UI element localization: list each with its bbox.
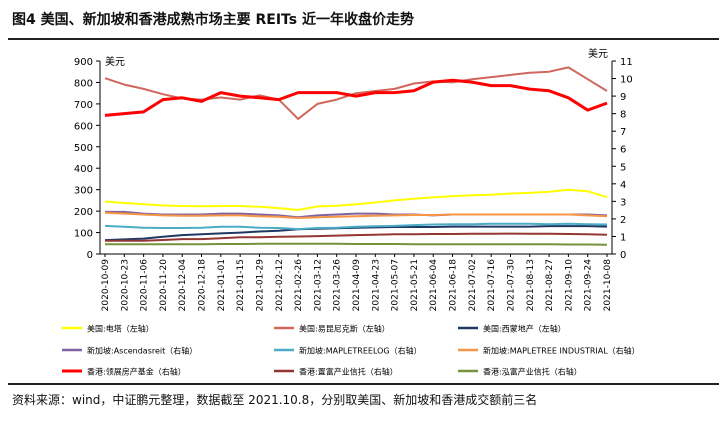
right-axis-tick-label: 10: [620, 75, 633, 86]
right-axis-unit: 美元: [588, 47, 608, 60]
bottom-rule: [8, 383, 719, 385]
right-axis-tick-label: 0: [620, 250, 626, 261]
x-axis-tick-label: 2021-10-08: [603, 259, 613, 312]
top-rule: [8, 38, 719, 40]
x-axis-tick-label: 2020-11-06: [140, 259, 150, 312]
legend-label: 新加坡:Ascendasreit（右轴）: [87, 346, 197, 356]
figure-title: 图4 美国、新加坡和香港成熟市场主要 REITs 近一年收盘价走势: [12, 12, 414, 28]
legend-label: 新加坡:MAPLETREELOG（右轴）: [299, 346, 422, 356]
left-axis-tick-label: 400: [74, 164, 93, 175]
right-axis-tick-label: 4: [620, 180, 626, 191]
reits-price-chart: 0 100 200 300 400 500 600 700 800 900 0 1 2 3 4 5 6 7 8 9 10…: [62, 47, 640, 377]
series-line: [105, 232, 608, 242]
left-axis-tick-label: 700: [74, 100, 93, 111]
left-axis-tick-label: 900: [74, 57, 93, 68]
legend-label: 新加坡:MAPLETREE INDUSTRIAL（右轴）: [483, 346, 640, 356]
x-axis-tick-label: 2020-11-20: [159, 259, 169, 312]
x-axis-tick-label: 2021-09-10: [564, 259, 574, 312]
x-axis-tick-label: 2021-05-21: [410, 259, 420, 311]
right-axis-tick-label: 11: [620, 57, 633, 68]
x-axis-tick-label: 2021-07-02: [468, 259, 478, 311]
x-axis-tick-label: 2021-06-18: [449, 259, 459, 312]
legend-label: 美国:电塔（左轴）: [87, 324, 154, 334]
series-line: [105, 242, 608, 246]
left-axis-tick-label: 600: [74, 121, 93, 132]
x-axis-tick-label: 2020-12-04: [178, 259, 188, 312]
series-line: [104, 211, 608, 219]
left-axis-tick-label: 0: [87, 250, 93, 261]
x-axis-tick-label: 2020-12-18: [198, 259, 208, 312]
source-note: 资料来源：wind，中证鹏元整理，数据截至 2021.10.8，分别取美国、新加…: [12, 393, 538, 407]
left-axis-tick-label: 200: [74, 207, 93, 218]
x-axis-tick-label: 2021-01-29: [255, 259, 265, 312]
legend-label: 美国:西蒙地产（左轴）: [483, 324, 566, 334]
right-axis-tick-label: 5: [620, 162, 626, 173]
chart-legend: 美国:电塔（左轴） 美国:易昆尼克斯（左轴） 美国:西蒙地产（左轴） 新加坡:Asce…: [62, 324, 640, 377]
x-axis-tick-label: 2021-08-27: [545, 259, 555, 311]
legend-label: 香港:置富产业信托（右轴）: [299, 367, 398, 377]
series-line: [104, 222, 608, 231]
right-axis-tick-label: 2: [620, 215, 626, 226]
x-axis-labels: 2020-10-09 2020-10-23 2020-11-06 2020-11-20…: [101, 254, 613, 311]
x-axis-tick-label: 2021-07-30: [506, 259, 516, 312]
left-axis-tick-label: 800: [74, 78, 93, 89]
left-axis-tick-label: 100: [74, 229, 93, 240]
right-axis-tick-label: 8: [620, 110, 626, 121]
right-axis-tick-label: 3: [620, 197, 626, 208]
x-axis-tick-label: 2021-02-26: [294, 259, 304, 312]
series-lines: [104, 66, 608, 246]
x-axis-tick-label: 2021-06-04: [429, 259, 439, 312]
left-axis-unit: 美元: [105, 55, 125, 68]
x-axis-tick-label: 2021-01-15: [236, 259, 246, 311]
right-axis-tick-label: 9: [620, 92, 626, 103]
right-axis-tick-label: 7: [620, 127, 626, 138]
chart-axes: 0 100 200 300 400 500 600 700 800 900 0 1 2 3 4 5 6 7 8 9 10…: [74, 47, 633, 261]
series-line: [104, 188, 608, 211]
left-axis-tick-label: 300: [74, 186, 93, 197]
legend-label: 香港:泓富产业信托（右轴）: [483, 367, 582, 377]
x-axis-tick-label: 2021-05-07: [391, 259, 401, 311]
x-axis-tick-label: 2020-10-23: [120, 259, 130, 311]
series-line: [104, 78, 608, 117]
right-axis-tick-label: 1: [620, 232, 626, 243]
x-axis-tick-label: 2021-04-23: [371, 259, 381, 311]
legend-label: 香港:领展房产基金（右轴）: [87, 367, 186, 377]
x-axis-tick-label: 2021-07-16: [487, 259, 497, 312]
x-axis-tick-label: 2021-03-12: [313, 259, 323, 311]
x-axis-tick-label: 2021-03-26: [333, 259, 343, 312]
x-axis-tick-label: 2021-02-12: [275, 259, 285, 311]
x-axis-tick-label: 2020-10-09: [101, 259, 111, 312]
series-line: [104, 66, 608, 120]
x-axis-tick-label: 2021-09-24: [584, 259, 594, 312]
x-axis-tick-label: 2021-08-13: [526, 259, 536, 311]
x-axis-tick-label: 2021-01-01: [217, 259, 227, 311]
x-axis-tick-label: 2021-04-09: [352, 259, 362, 312]
right-axis-tick-label: 6: [620, 145, 626, 156]
legend-label: 美国:易昆尼克斯（左轴）: [299, 324, 390, 334]
left-axis-tick-label: 500: [74, 143, 93, 154]
